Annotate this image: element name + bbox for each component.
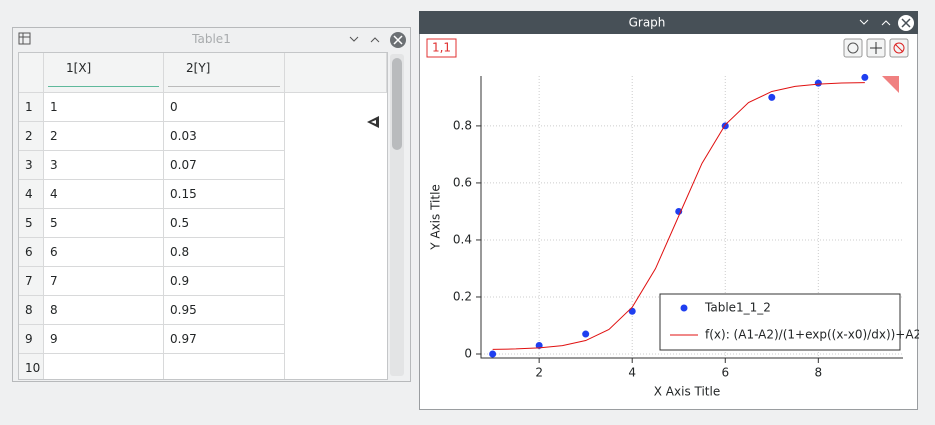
cell: 0.9 (164, 267, 285, 296)
cell: 0.03 (164, 122, 285, 151)
legend-label: Table1_1_2 (704, 301, 771, 315)
window-buttons[interactable] (859, 19, 891, 26)
table-icon (18, 32, 31, 45)
cell: 5 (44, 209, 164, 238)
cell: 0.07 (164, 151, 285, 180)
cell: 0.97 (164, 325, 285, 354)
y-axis-title: Y Axis Title (429, 184, 443, 251)
data-point (814, 79, 822, 87)
x-axis-title: X Axis Title (654, 385, 720, 399)
row-number: 2 (19, 122, 44, 151)
x-tick-label: 2 (535, 366, 543, 380)
header-underline (48, 86, 159, 87)
row-number: 7 (19, 267, 44, 296)
cell: 0.95 (164, 296, 285, 325)
legend-box (659, 293, 901, 351)
column-header: 1[X] (44, 53, 164, 93)
row-number: 8 (19, 296, 44, 325)
row-number: 4 (19, 180, 44, 209)
data-point (768, 93, 776, 101)
layer-label: 1,1 (432, 41, 451, 55)
cell: 0.5 (164, 209, 285, 238)
cell: 7 (44, 267, 164, 296)
cell: 8 (44, 296, 164, 325)
graph-window: Graph 1,1 X Axis Title Y Axis Title 2 4 6 8… (419, 11, 919, 410)
y-tick-label: 0.8 (453, 118, 472, 132)
legend-marker (680, 304, 688, 312)
legend-label: f(x): (A1-A2)/(1+exp((x-x0)/dx))+A2 (705, 328, 919, 342)
window-title: Graph (629, 16, 666, 30)
row-number: 5 (19, 209, 44, 238)
header-filler (285, 53, 387, 93)
header-underline (168, 86, 280, 87)
window-buttons[interactable] (345, 30, 407, 50)
row-number: 9 (19, 325, 44, 354)
x-tick-label: 4 (628, 366, 636, 380)
cell: 0 (164, 93, 285, 122)
column-header: 2[Y] (164, 53, 285, 93)
y-tick-label: 0 (464, 347, 472, 361)
row-number: 3 (19, 151, 44, 180)
data-point (535, 341, 543, 349)
cell: 2 (44, 122, 164, 151)
data-point (582, 330, 590, 338)
table-window: Table1 1[X] 2[Y] 1 1 0 2 2 0.03 3 3 0.07 4 4 0.15 5 5 0.… (12, 27, 411, 382)
corner (19, 53, 44, 93)
cell: 3 (44, 151, 164, 180)
toolbar[interactable] (843, 38, 909, 58)
cell: 9 (44, 325, 164, 354)
corner-marker (882, 76, 899, 93)
y-tick-label: 0.4 (453, 232, 472, 246)
cell (44, 354, 164, 379)
cell (164, 354, 285, 379)
data-point (861, 73, 869, 81)
data-point (489, 350, 497, 358)
cell: 1 (44, 93, 164, 122)
data-point (628, 307, 636, 315)
y-tick-label: 0.2 (453, 289, 472, 303)
cell: 0.15 (164, 180, 285, 209)
cell: 0.8 (164, 238, 285, 267)
row-number: 6 (19, 238, 44, 267)
axes (480, 76, 903, 359)
cell: 4 (44, 180, 164, 209)
collapse-arrow[interactable] (365, 115, 381, 129)
y-tick-label: 0.6 (453, 175, 472, 189)
x-tick-label: 6 (721, 366, 729, 380)
window-title: Table1 (192, 32, 231, 46)
scrollbar[interactable] (390, 54, 404, 376)
layer-button[interactable] (426, 38, 457, 58)
table: 1[X] 2[Y] 1 1 0 2 2 0.03 3 3 0.07 4 4 0.15 5 5 0.5 6 6 0.8 7… (18, 52, 388, 380)
title-bar (419, 11, 918, 34)
fit-curve (492, 82, 865, 350)
row-number: 10 (19, 354, 44, 379)
x-tick-label: 8 (815, 366, 823, 380)
cell: 6 (44, 238, 164, 267)
row-number: 1 (19, 93, 44, 122)
